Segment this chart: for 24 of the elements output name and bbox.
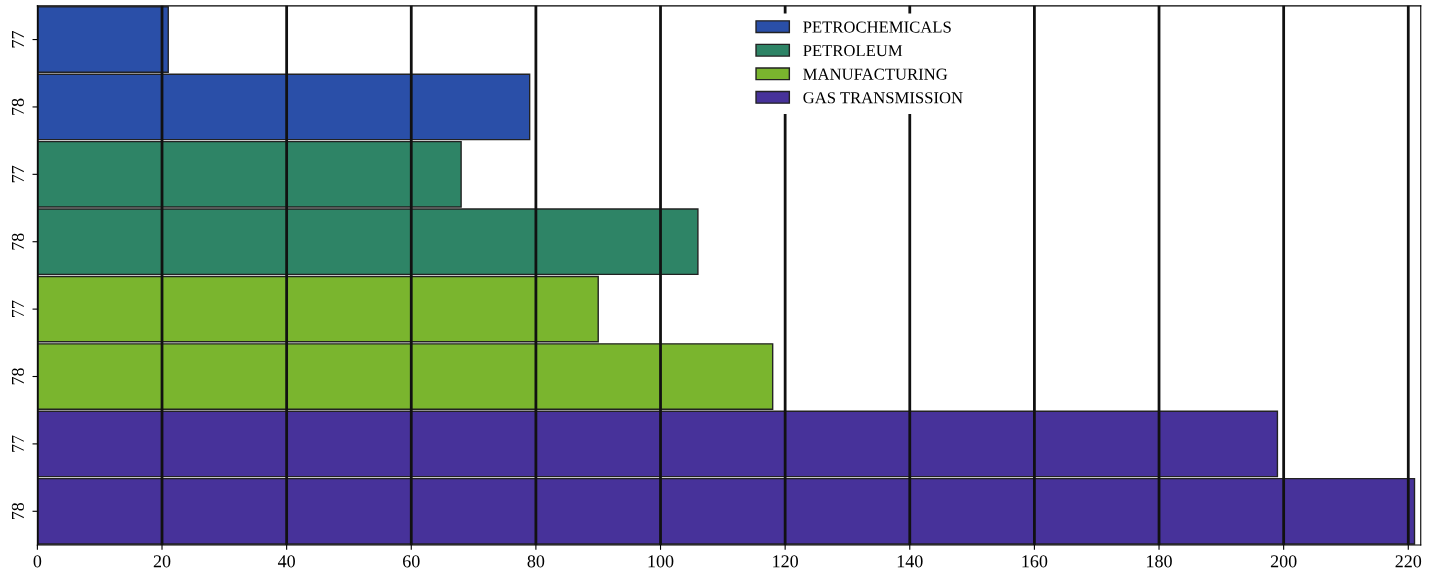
y-tick-label: 77 [12,31,24,48]
legend-label: GAS TRANSMISSION [803,92,963,104]
x-tick-label: 160 [1022,555,1048,568]
legend-label: MANUFACTURING [803,68,948,80]
x-tick-label: 80 [527,555,545,568]
x-tick-label: 180 [1147,555,1172,568]
x-tick-label: 60 [403,555,420,568]
y-tick-label: 77 [12,435,24,452]
y-tick-label: 78 [11,233,24,250]
x-tick-label: 20 [153,555,171,568]
legend-label: PETROLEUM [803,45,903,57]
y-tick-label: 77 [12,300,24,317]
y-tick-label: 77 [12,165,24,183]
x-tick-label: 200 [1270,555,1297,568]
x-tick-label: 0 [33,555,42,568]
y-tick-label: 78 [11,368,24,385]
y-tick-label: 78 [11,98,24,115]
x-tick-label: 40 [277,555,295,568]
y-tick-label: 78 [11,502,24,520]
legend-label: PETROCHEMICALS [803,21,951,33]
x-tick-label: 100 [648,555,674,568]
x-tick-label: 120 [773,555,798,568]
x-tick-label: 220 [1395,555,1422,568]
x-tick-label: 140 [897,555,923,568]
